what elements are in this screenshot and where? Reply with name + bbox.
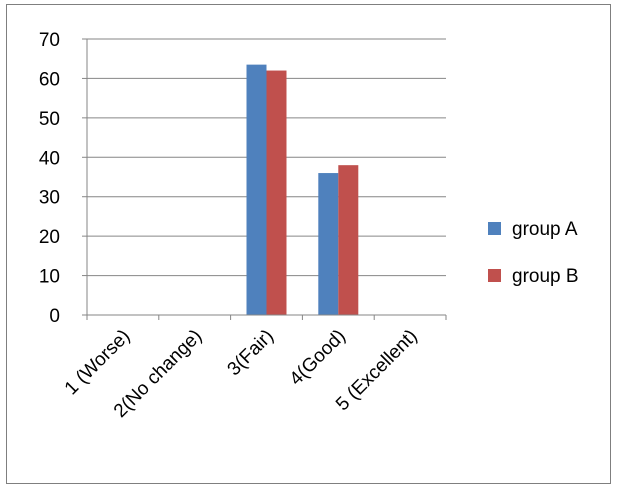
legend: group A group B [488,219,579,287]
bar-group-b [338,165,359,315]
axes [86,39,447,320]
y-tick-label: 50 [39,109,60,130]
bar-group-a [318,173,339,315]
legend-label: group B [512,266,579,287]
y-tick-label: 10 [39,267,60,288]
y-tick-label: 0 [49,306,60,327]
y-tick-label: 70 [39,30,60,51]
y-tick-label: 60 [39,69,60,90]
bar-group-a [246,64,267,315]
y-tick-label: 20 [39,227,60,248]
legend-swatch [488,222,501,235]
bars [246,64,359,316]
x-category-label: 1 (Worse) [61,326,135,400]
x-category-label: 3(Fair) [224,326,278,380]
x-axis-labels: 1 (Worse)2(No change) 3(Fair) 4(Good)5 (Ex… [61,326,422,422]
x-category-label: 4(Good) [286,326,350,390]
legend-label: group A [512,219,578,240]
bar-group-b [266,70,287,316]
y-axis-ticks: 0 10 20 30 40 50 60 70 [39,30,87,327]
y-tick-label: 40 [39,148,60,169]
legend-swatch [488,269,501,282]
y-tick-label: 30 [39,188,60,209]
chart-frame [6,4,611,484]
